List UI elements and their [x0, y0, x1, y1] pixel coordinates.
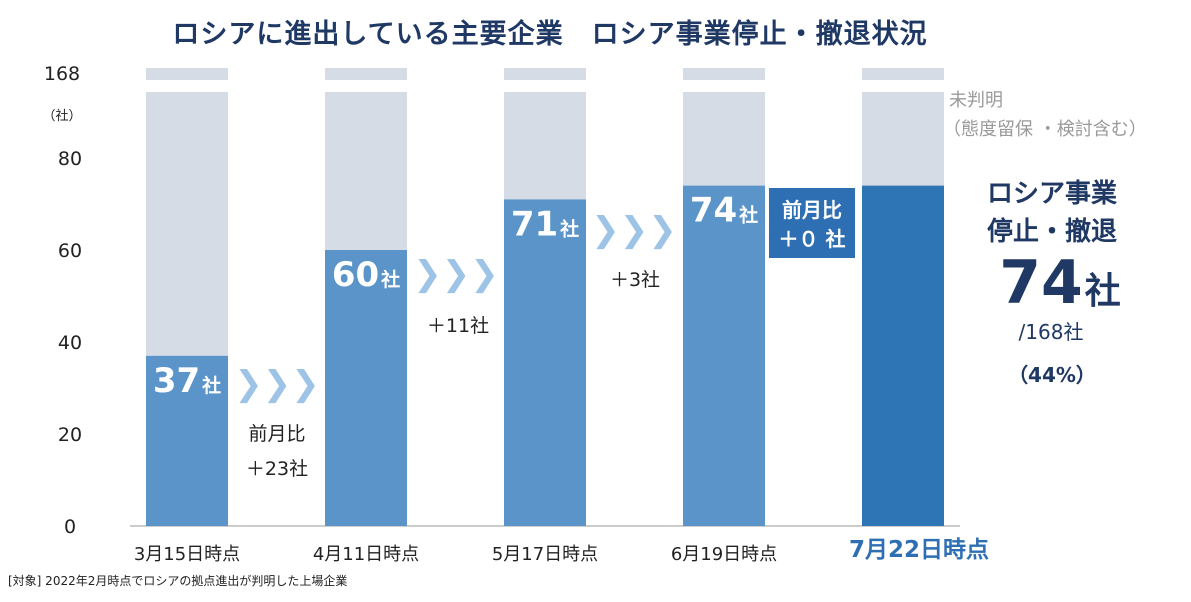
bar-value-label: 74 社	[690, 191, 758, 231]
bar-cap-segment	[146, 68, 228, 80]
chart-title: ロシアに進出している主要企業 ロシア事業停止・撤退状況	[172, 19, 928, 50]
change-label-line1: 前月比	[248, 423, 305, 445]
change-label-line2: ＋3社	[610, 269, 660, 291]
bar-remainder-segment	[146, 92, 228, 356]
y-tick-label: 60	[58, 240, 82, 262]
bar-value-segment	[325, 250, 407, 526]
summary-heading-line2: 停止・撤退	[987, 216, 1117, 247]
chevron-arrow-icon: ❯❯❯	[413, 254, 498, 294]
x-tick-label: 4月11日時点	[313, 544, 419, 565]
y-tick-label-top: 168	[44, 63, 80, 85]
y-tick-label: 40	[58, 332, 82, 354]
y-tick-label: 20	[58, 424, 82, 446]
y-tick-label: 80	[58, 148, 82, 170]
bar-cap-segment	[683, 68, 765, 80]
remainder-note: 未判明 （態度留保 ・検討含む）	[943, 90, 1147, 140]
x-tick-label: 7月22日時点	[849, 537, 989, 563]
remainder-label-line2: （態度留保 ・検討含む）	[943, 119, 1147, 140]
chevron-arrow-icon: ❯❯❯	[591, 210, 676, 250]
bar-cap-segment	[862, 68, 944, 80]
x-tick-label: 5月17日時点	[492, 544, 598, 565]
bar-cap-segment	[504, 68, 586, 80]
bar-value-segment	[683, 185, 765, 526]
bar-value-segment	[146, 355, 228, 526]
footnote: [対象] 2022年2月時点でロシアの拠点進出が判明した上場企業	[8, 574, 348, 588]
y-axis-unit: （社）	[42, 108, 81, 124]
x-tick-label: 3月15日時点	[134, 544, 240, 565]
bar-remainder-segment	[504, 92, 586, 200]
bar-value-segment	[504, 199, 586, 526]
bars: 37 社 60 社 71 社 74 社	[146, 68, 944, 526]
bar-value-label: 71 社	[511, 204, 579, 244]
y-tick-label: 0	[64, 516, 76, 538]
change-box-line2: ＋０ 社	[779, 227, 846, 251]
bar-remainder-segment	[683, 92, 765, 186]
bar-value-label: 37 社	[153, 361, 221, 401]
summary-value: 74社	[999, 248, 1121, 318]
change-label-line2: ＋11社	[427, 315, 489, 337]
bar-value-segment	[862, 185, 944, 526]
change-box-line1: 前月比	[782, 198, 842, 222]
y-axis: 0 20 40 60 80 168 （社）	[42, 63, 960, 538]
bar-value-label: 60 社	[332, 255, 400, 295]
change-label-line2: ＋23社	[246, 458, 308, 480]
summary-of-total: /168社	[1019, 320, 1084, 344]
change-box	[769, 188, 855, 258]
bar-cap-segment	[325, 68, 407, 80]
x-tick-label: 6月19日時点	[671, 544, 777, 565]
chevron-arrow-icon: ❯❯❯	[234, 364, 319, 404]
bar-remainder-segment	[325, 92, 407, 250]
remainder-label-line1: 未判明	[949, 90, 1003, 111]
summary-heading-line1: ロシア事業	[987, 179, 1117, 209]
summary-percent: （44%）	[1008, 363, 1096, 387]
x-axis-labels: 3月15日時点 4月11日時点 5月17日時点 6月19日時点 7月22日時点	[134, 537, 989, 565]
bar-remainder-segment	[862, 92, 944, 186]
